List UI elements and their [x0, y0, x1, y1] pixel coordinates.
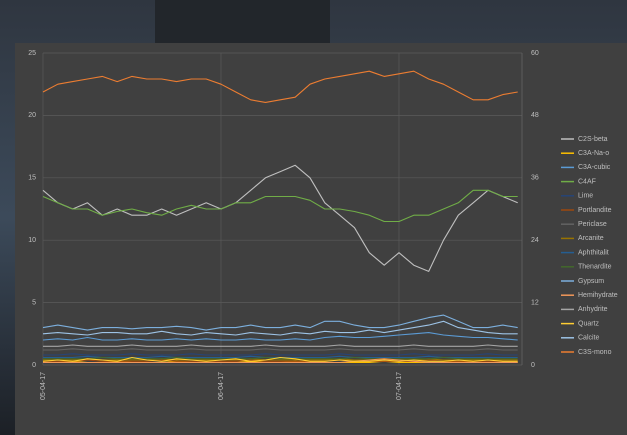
y-tick-label: 5: [32, 299, 36, 306]
legend-label: Quartz: [578, 320, 600, 327]
legend-label: C3A-Na-o: [578, 150, 609, 157]
y-tick-label: 15: [28, 175, 36, 182]
series-line: [43, 358, 518, 364]
legend-label: Calcite: [578, 335, 600, 342]
legend-label: C4AF: [578, 178, 596, 185]
legend-label: Anhydrite: [578, 306, 608, 313]
legend-label: Arcanite: [578, 235, 604, 242]
legend-label: Periclase: [578, 221, 607, 228]
series-line: [42, 356, 518, 362]
building: [155, 0, 330, 45]
legend-label: Hemihydrate: [578, 292, 618, 299]
series-line: [43, 356, 518, 360]
x-tick-label: 07-04-17: [396, 372, 403, 400]
legend-label: Lime: [578, 193, 593, 200]
legend-label: Portlandite: [578, 207, 612, 214]
series-line: [43, 348, 518, 351]
y-tick-label: 20: [28, 112, 36, 119]
y-tick-label: 25: [28, 50, 36, 57]
y2-tick-label: 0: [531, 362, 535, 369]
y2-tick-label: 60: [531, 50, 539, 57]
legend-label: C2S-beta: [578, 136, 608, 143]
y2-tick-label: 12: [531, 299, 539, 306]
series-line: [42, 320, 518, 336]
y-tick-label: 10: [28, 237, 36, 244]
y2-tick-label: 48: [531, 112, 539, 119]
legend-label: Aphthitalit: [578, 249, 609, 256]
y2-tick-label: 24: [531, 237, 539, 244]
legend-label: C3S-mono: [578, 349, 612, 356]
y-tick-label: 0: [32, 362, 36, 369]
series-line: [43, 344, 518, 347]
series-line: [42, 314, 518, 331]
series-line: [42, 70, 518, 103]
legend-label: Gypsum: [578, 278, 604, 285]
legend-label: Thenardite: [578, 264, 612, 271]
series-line: [42, 189, 518, 223]
series-line: [42, 332, 518, 341]
x-tick-label: 06-04-17: [218, 372, 225, 400]
series-line: [43, 353, 518, 356]
x-tick-label: 05-04-17: [40, 372, 47, 400]
y2-tick-label: 36: [531, 175, 539, 182]
chart-panel: [15, 43, 627, 435]
legend-label: C3A-cubic: [578, 164, 611, 171]
